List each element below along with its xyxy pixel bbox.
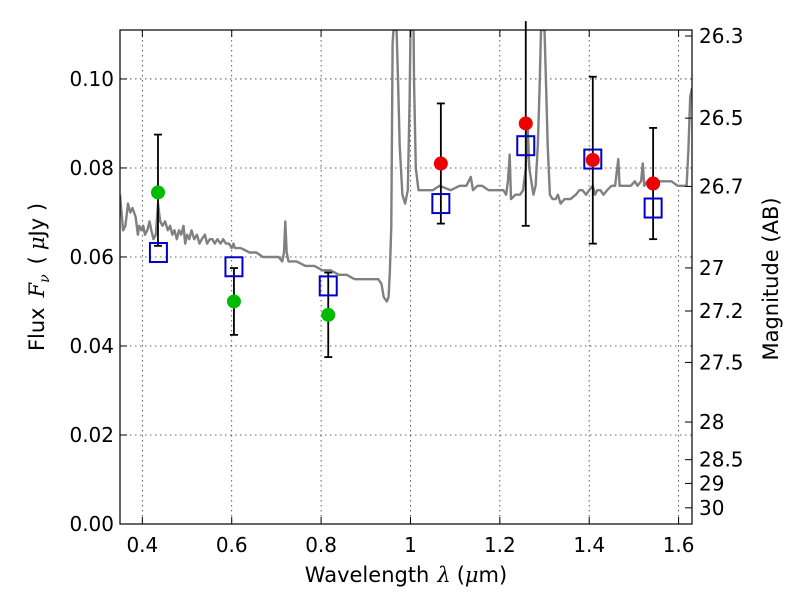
grid bbox=[120, 30, 692, 524]
x-tick-label: 0.6 bbox=[216, 533, 248, 557]
red-data-point bbox=[433, 156, 448, 171]
y-tick-label: 0.06 bbox=[69, 245, 114, 269]
magnitude-tick-label: 29 bbox=[699, 471, 724, 495]
x-tick-label: 0.8 bbox=[305, 533, 337, 557]
markers bbox=[148, 21, 663, 359]
model-photometry-square bbox=[224, 256, 244, 278]
red-data-point bbox=[585, 152, 600, 167]
red-data-point bbox=[518, 116, 533, 131]
model-photometry-square bbox=[583, 148, 603, 170]
plot-area bbox=[120, 30, 692, 303]
y-tick-label: 0.02 bbox=[69, 423, 114, 447]
x-tick-label: 1.6 bbox=[663, 533, 695, 557]
magnitude-tick-label: 26.7 bbox=[699, 174, 744, 198]
magnitude-tick-label: 28 bbox=[699, 410, 724, 434]
red-data-point bbox=[646, 176, 661, 191]
green-data-point bbox=[226, 294, 241, 309]
green-data-point bbox=[321, 307, 336, 322]
magnitude-tick-label: 27.5 bbox=[699, 350, 744, 374]
model-spectrum-line bbox=[120, 30, 692, 303]
model-photometry-square bbox=[516, 135, 536, 157]
magnitude-tick-label: 27.2 bbox=[699, 299, 744, 323]
y-tick-label: 0.10 bbox=[69, 67, 114, 91]
magnitude-tick-label: 26.5 bbox=[699, 106, 744, 130]
y-axis: 0.00 0.02 0.04 0.06 0.08 0.10 bbox=[69, 67, 127, 536]
x-axis: 0.4 0.6 0.8 1 1.2 1.4 1.6 bbox=[126, 30, 695, 557]
model-photometry-square bbox=[643, 197, 663, 219]
x-axis-label: Wavelength λ (μm) bbox=[305, 563, 507, 587]
x-tick-label: 1 bbox=[404, 533, 417, 557]
x-tick-label: 1.4 bbox=[573, 533, 605, 557]
plot-frame bbox=[119, 29, 693, 525]
y-tick-label: 0.08 bbox=[69, 156, 114, 180]
y-tick-label: 0.04 bbox=[69, 334, 114, 358]
y-axis-label: FluxFν(μJy ) bbox=[25, 203, 53, 351]
model-photometry-square bbox=[148, 242, 168, 264]
model-photometry-square bbox=[431, 193, 451, 215]
x-tick-label: 0.4 bbox=[126, 533, 158, 557]
green-data-point bbox=[150, 185, 165, 200]
magnitude-tick-label: 27 bbox=[699, 256, 724, 280]
magnitude-tick-label: 28.5 bbox=[699, 448, 744, 472]
magnitude-axis-label: Magnitude (AB) bbox=[759, 197, 783, 360]
magnitude-tick-label: 26.3 bbox=[699, 24, 744, 48]
x-tick-label: 1.2 bbox=[484, 533, 516, 557]
model-photometry-square bbox=[318, 275, 338, 297]
magnitude-tick-label: 30 bbox=[699, 496, 724, 520]
y-tick-label: 0.00 bbox=[69, 512, 114, 536]
